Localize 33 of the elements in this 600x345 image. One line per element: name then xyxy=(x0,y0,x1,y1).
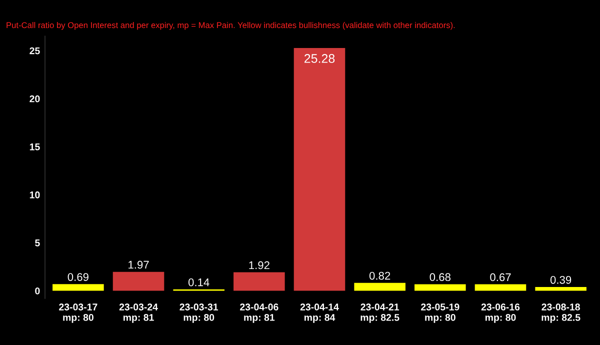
x-tick-label: 23-03-31 mp: 80 xyxy=(180,304,218,323)
bar xyxy=(354,282,406,291)
x-tick-label: 23-08-18 mp: 82.5 xyxy=(542,304,580,323)
bar xyxy=(52,284,104,291)
x-tick-label: 23-03-24 mp: 81 xyxy=(119,304,158,323)
x-tick-label: 23-04-14 mp: 84 xyxy=(300,304,339,323)
y-tick-label: 15 xyxy=(30,144,40,150)
y-tick-label: 10 xyxy=(30,191,40,198)
y-tick-label: 20 xyxy=(30,95,40,102)
bar xyxy=(234,272,285,291)
chart-subtitle: Put-Call ratio by Open Interest and per expiry, mp = Max Pain. Yellow indicates bullishness (validate with other indicators). xyxy=(6,22,455,30)
x-tick-label: 23-03-17 mp: 80 xyxy=(59,304,98,323)
x-tick-label: 23-05-19 mp: 80 xyxy=(421,304,460,323)
y-tick-label: 0 xyxy=(35,287,40,294)
data-label: 1.92 xyxy=(249,261,270,270)
bar xyxy=(294,48,346,291)
data-label: 0.82 xyxy=(369,272,390,280)
x-tick-label: 23-06-16 mp: 80 xyxy=(481,304,520,323)
data-label: 25.28 xyxy=(304,54,335,63)
y-tick-label: 5 xyxy=(35,240,40,246)
bar xyxy=(112,272,164,291)
data-label: 0.67 xyxy=(490,273,511,282)
data-label: 0.68 xyxy=(430,273,450,282)
data-label: 0.39 xyxy=(550,276,572,284)
x-tick-label: 23-04-21 mp: 82.5 xyxy=(360,304,400,323)
bar xyxy=(535,286,586,291)
data-label: 0.69 xyxy=(68,273,88,281)
bar xyxy=(474,284,526,291)
bar xyxy=(414,284,466,291)
x-tick-label: 23-04-06 mp: 81 xyxy=(240,304,278,323)
y-tick-label: 25 xyxy=(30,47,40,54)
data-label: 1.97 xyxy=(128,260,149,269)
data-label: 0.14 xyxy=(188,278,210,286)
